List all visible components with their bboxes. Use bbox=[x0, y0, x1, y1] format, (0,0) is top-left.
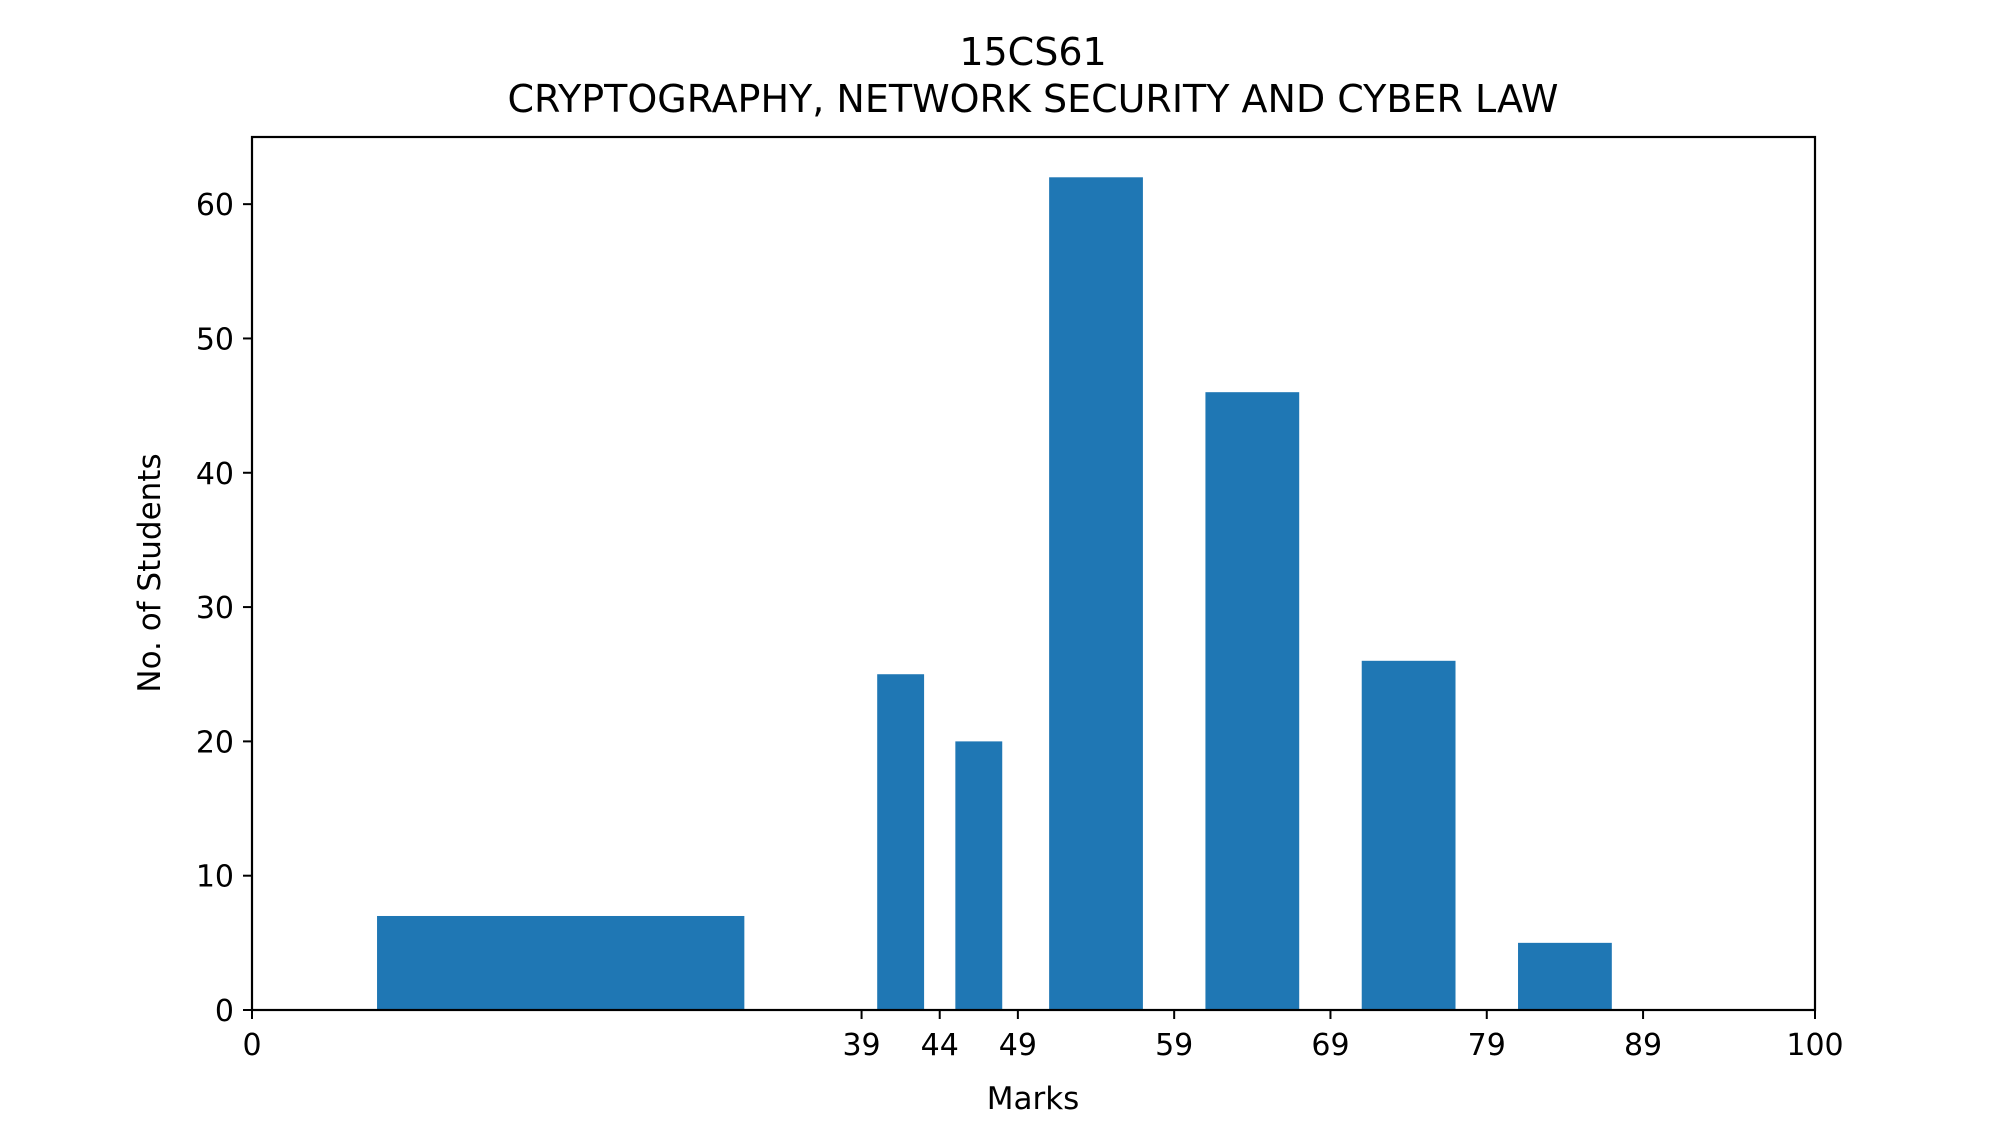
bar-0 bbox=[377, 915, 745, 1010]
bars-layer bbox=[377, 177, 1612, 1011]
x-tick-label: 39 bbox=[842, 1028, 880, 1063]
x-tick-label: 69 bbox=[1311, 1028, 1349, 1063]
x-tick-label: 0 bbox=[242, 1028, 261, 1063]
x-tick-label: 44 bbox=[921, 1028, 959, 1063]
y-tick-label: 30 bbox=[196, 591, 234, 626]
y-axis-label: No. of Students bbox=[132, 453, 168, 692]
x-tick-label: 59 bbox=[1155, 1028, 1193, 1063]
y-ticks: 0 10 20 30 40 50 60 bbox=[196, 188, 252, 1029]
x-axis-label: Marks bbox=[987, 1081, 1080, 1117]
bar-2 bbox=[955, 741, 1003, 1010]
y-tick-label: 50 bbox=[196, 322, 234, 357]
x-tick-label: 89 bbox=[1624, 1028, 1662, 1063]
y-tick-label: 40 bbox=[196, 457, 234, 492]
y-tick-label: 0 bbox=[215, 994, 234, 1029]
y-tick-label: 10 bbox=[196, 860, 234, 895]
x-tick-label: 79 bbox=[1468, 1028, 1506, 1063]
x-tick-label: 100 bbox=[1786, 1028, 1843, 1063]
bar-5 bbox=[1361, 660, 1456, 1010]
bar-4 bbox=[1205, 392, 1300, 1011]
plot-frame bbox=[250, 135, 1817, 1012]
bar-6 bbox=[1518, 942, 1612, 1010]
y-tick-label: 20 bbox=[196, 725, 234, 760]
x-ticks: 0 39 44 49 59 69 79 89 100 bbox=[242, 1010, 1844, 1063]
chart-subtitle: CRYPTOGRAPHY, NETWORK SECURITY AND CYBER… bbox=[508, 77, 1559, 121]
chart-title: 15CS61 bbox=[959, 30, 1106, 74]
bar-3 bbox=[1049, 177, 1143, 1011]
x-tick-label: 49 bbox=[999, 1028, 1037, 1063]
y-tick-label: 60 bbox=[196, 188, 234, 223]
bar-1 bbox=[877, 674, 925, 1010]
